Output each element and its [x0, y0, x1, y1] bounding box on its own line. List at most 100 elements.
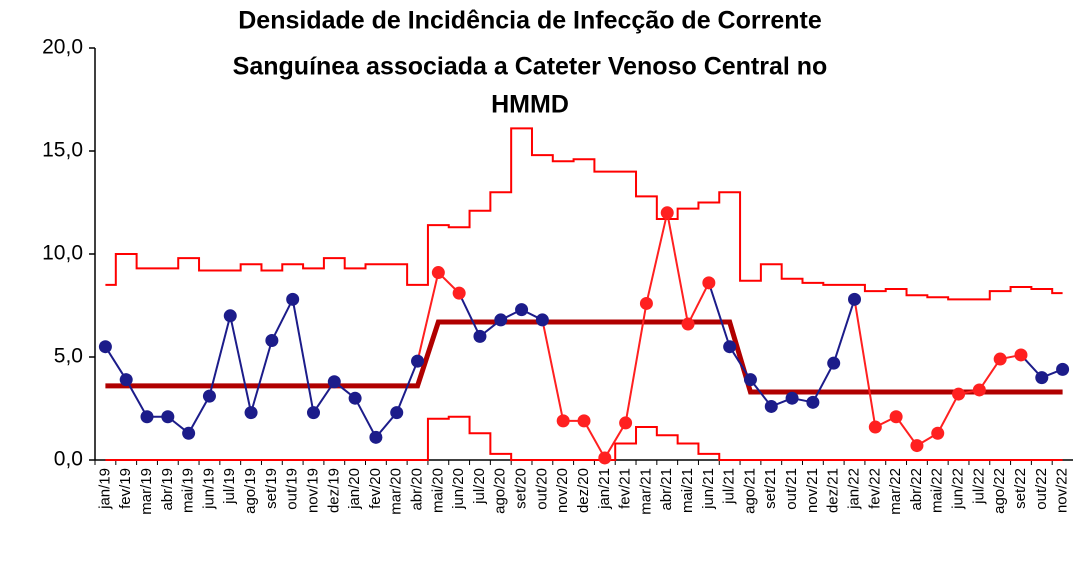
data-point — [952, 387, 966, 401]
y-tick-label: 20,0 — [42, 36, 83, 59]
data-point — [369, 430, 383, 444]
data-point — [889, 410, 903, 424]
data-segment — [541, 319, 565, 422]
data-segment — [291, 299, 315, 413]
data-point — [265, 334, 279, 348]
data-segment — [458, 292, 481, 337]
x-tick-label: nov/21 — [804, 468, 821, 513]
x-tick-label: jan/22 — [845, 468, 862, 510]
data-point — [431, 266, 445, 280]
data-point — [244, 406, 258, 420]
data-point — [1035, 371, 1049, 385]
data-segment — [416, 272, 440, 362]
x-tick-label: mai/19 — [180, 468, 197, 513]
data-point — [390, 406, 404, 420]
chart-title: HMMD — [491, 91, 569, 119]
data-point — [619, 416, 633, 430]
x-tick-label: mar/22 — [887, 468, 904, 515]
data-segment — [208, 315, 232, 397]
data-segment — [395, 360, 419, 413]
x-tick-label: set/22 — [1012, 468, 1029, 509]
x-tick-label: dez/20 — [575, 468, 592, 513]
data-point — [515, 303, 529, 317]
y-tick-label: 5,0 — [54, 345, 83, 368]
x-tick-label: jun/20 — [450, 468, 467, 510]
x-tick-label: fev/20 — [367, 468, 384, 509]
x-tick-label: out/19 — [284, 468, 301, 510]
data-point — [681, 317, 695, 331]
data-point — [577, 414, 591, 428]
data-point — [827, 356, 841, 370]
data-segment — [187, 395, 211, 434]
chart-title: Densidade de Incidência de Infecção de C… — [238, 7, 822, 35]
data-point — [910, 439, 924, 453]
data-point — [223, 309, 237, 323]
center-line — [105, 319, 1063, 395]
x-tick-label: fev/19 — [117, 468, 134, 509]
upper-limit — [105, 127, 1063, 301]
data-point — [598, 451, 612, 465]
x-tick-label: abr/21 — [658, 468, 675, 511]
data-segment — [666, 212, 690, 325]
x-tick-label: abr/20 — [409, 468, 426, 511]
data-point — [98, 340, 112, 354]
data-point — [848, 292, 862, 306]
x-tick-label: set/20 — [513, 468, 530, 509]
x-tick-label: mai/22 — [929, 468, 946, 513]
x-tick-label: fev/22 — [866, 468, 883, 509]
x-tick-label: nov/19 — [304, 468, 321, 513]
y-tick-label: 15,0 — [42, 139, 83, 162]
data-segment — [832, 299, 856, 364]
y-tick-label: 0,0 — [54, 448, 83, 471]
data-point — [1056, 362, 1070, 376]
data-point — [306, 406, 320, 420]
data-point — [868, 420, 882, 434]
x-tick-label: out/22 — [1033, 468, 1050, 510]
data-point — [702, 276, 716, 290]
x-tick-label: jul/21 — [721, 468, 738, 505]
x-tick-label: abr/19 — [159, 468, 176, 511]
x-tick-label: set/19 — [263, 468, 280, 509]
data-segment — [853, 299, 877, 428]
data-segment — [229, 315, 253, 413]
chart-title: Sanguínea associada a Cateter Venoso Cen… — [233, 53, 828, 81]
data-point — [140, 410, 154, 424]
lower-limit — [105, 415, 1063, 461]
data-segment — [583, 420, 606, 459]
x-tick-label: mai/20 — [429, 468, 446, 513]
data-segment — [603, 422, 627, 459]
x-tick-label: jan/19 — [96, 468, 113, 510]
data-point — [348, 391, 362, 405]
y-tick-label: 10,0 — [42, 242, 83, 265]
x-tick-label: mai/21 — [679, 468, 696, 513]
x-tick-label: jan/20 — [346, 468, 363, 510]
x-tick-label: jul/22 — [970, 468, 987, 505]
data-segment — [707, 282, 731, 348]
x-tick-label: nov/22 — [1054, 468, 1071, 513]
x-tick-label: ago/20 — [492, 468, 509, 514]
x-tick-label: ago/21 — [741, 468, 758, 514]
x-tick-label: jul/19 — [221, 468, 238, 505]
data-point — [119, 373, 133, 387]
x-tick-label: jul/20 — [471, 468, 488, 505]
data-point — [785, 391, 799, 405]
data-point — [494, 313, 508, 327]
x-tick-label: set/21 — [762, 468, 779, 509]
x-tick-label: jun/19 — [200, 468, 217, 510]
data-point — [535, 313, 549, 327]
data-point — [1014, 348, 1028, 362]
x-tick-label: mar/20 — [388, 468, 405, 515]
x-tick-label: mar/21 — [637, 468, 654, 515]
data-segment — [936, 393, 960, 434]
x-tick-label: dez/21 — [825, 468, 842, 513]
data-point — [411, 354, 425, 368]
data-segment — [270, 298, 294, 341]
data-point — [182, 426, 196, 440]
data-point — [764, 399, 778, 413]
x-tick-label: jun/21 — [700, 468, 717, 510]
x-tick-label: out/20 — [533, 468, 550, 510]
x-tick-label: ago/22 — [991, 468, 1008, 514]
data-point — [473, 329, 487, 343]
data-point — [202, 389, 216, 403]
